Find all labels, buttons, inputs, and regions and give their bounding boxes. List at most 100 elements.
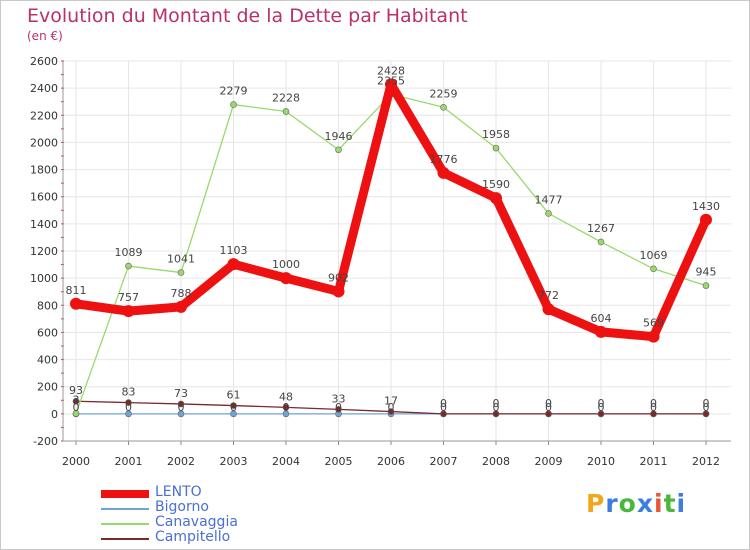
data-label-lento: 1000 <box>272 258 300 271</box>
legend-item-bigorno: Bigorno <box>101 499 341 516</box>
data-label-lento: 1776 <box>430 153 458 166</box>
data-point-bigorno <box>230 410 237 418</box>
data-point-canavaggia <box>177 269 185 276</box>
data-label-bigorno: 0 <box>73 401 80 414</box>
y-tick-label: 2200 <box>30 109 58 122</box>
data-point-lento <box>122 305 135 318</box>
data-label-lento: 902 <box>328 271 349 284</box>
legend-label: Canavaggia <box>155 514 238 530</box>
y-tick-label: 2600 <box>30 55 58 68</box>
x-tick-label: 2003 <box>220 455 248 468</box>
data-label-canavaggia: 2355 <box>377 74 405 87</box>
legend-swatch <box>101 523 149 525</box>
data-label-campitello: 93 <box>69 384 83 397</box>
data-point-campitello <box>650 410 657 418</box>
data-point-campitello <box>492 410 500 418</box>
data-label-canavaggia: 1477 <box>535 193 563 206</box>
proxiti-logo: Proxiti <box>586 489 686 518</box>
y-tick-label: 800 <box>37 299 58 312</box>
data-label-campitello: 48 <box>279 390 293 403</box>
data-label-canavaggia: 1946 <box>325 130 353 143</box>
data-label-campitello: 0 <box>703 397 710 410</box>
data-point-lento <box>595 325 607 338</box>
data-point-canavaggia <box>282 108 290 115</box>
y-tick-label: 1400 <box>30 218 58 231</box>
y-tick-label: 200 <box>37 381 58 394</box>
data-point-canavaggia <box>440 103 447 111</box>
data-label-bigorno: 0 <box>283 401 290 414</box>
data-label-bigorno: 0 <box>125 401 132 414</box>
data-point-lento <box>700 213 712 226</box>
data-point-campitello <box>440 410 447 418</box>
data-label-campitello: 0 <box>493 397 500 410</box>
data-label-bigorno: 0 <box>440 401 447 414</box>
data-label-canavaggia: 1069 <box>640 249 668 262</box>
x-tick-label: 2008 <box>482 455 510 468</box>
y-tick-label: 600 <box>37 326 58 339</box>
data-label-lento: 604 <box>591 312 612 325</box>
logo-letter: i <box>654 489 664 518</box>
data-label-canavaggia: 1267 <box>587 222 615 235</box>
data-label-lento: 2428 <box>377 64 405 77</box>
data-point-bigorno <box>177 410 185 418</box>
data-point-lento <box>490 192 502 205</box>
data-label-campitello: 61 <box>227 389 241 402</box>
data-point-canavaggia <box>597 238 605 246</box>
x-tick-label: 2000 <box>62 455 90 468</box>
x-tick-label: 2001 <box>115 455 143 468</box>
data-point-lento <box>227 258 240 271</box>
logo-letter: x <box>636 489 654 518</box>
data-label-canavaggia: 2228 <box>272 91 300 104</box>
data-label-campitello: 0 <box>545 397 552 410</box>
data-point-lento <box>385 78 397 91</box>
data-label-bigorno: 0 <box>388 401 395 414</box>
data-label-bigorno: 0 <box>545 401 552 414</box>
data-point-canavaggia <box>72 410 80 417</box>
data-point-canavaggia <box>125 262 132 270</box>
y-tick-label: 0 <box>51 408 58 421</box>
data-label-bigorno: 0 <box>650 401 657 414</box>
data-label-lento: 757 <box>118 291 139 304</box>
chart-title: Evolution du Montant de la Dette par Hab… <box>27 5 468 27</box>
y-tick-label: 1000 <box>30 272 58 285</box>
data-label-bigorno: 0 <box>335 401 342 414</box>
data-label-lento: 569 <box>643 317 664 330</box>
data-label-campitello: 33 <box>332 392 346 405</box>
data-label-bigorno: 0 <box>178 401 185 414</box>
data-label-campitello: 0 <box>598 397 605 410</box>
data-point-campitello <box>545 410 552 418</box>
y-tick-label: -200 <box>33 435 58 448</box>
logo-letter: o <box>618 489 637 518</box>
data-label-canavaggia: 3 <box>73 393 80 406</box>
data-label-canavaggia: 945 <box>696 266 717 279</box>
x-tick-label: 2009 <box>535 455 563 468</box>
data-label-canavaggia: 1958 <box>482 128 510 141</box>
data-label-lento: 1590 <box>482 178 510 191</box>
data-label-bigorno: 0 <box>230 401 237 414</box>
data-point-campitello <box>230 402 237 409</box>
data-point-bigorno <box>282 410 290 418</box>
chart-subtitle: (en €) <box>27 29 63 43</box>
data-point-lento <box>647 330 660 343</box>
data-point-lento <box>542 303 555 316</box>
x-tick-label: 2010 <box>587 455 615 468</box>
x-tick-label: 2006 <box>377 455 405 468</box>
x-tick-label: 2012 <box>692 455 720 468</box>
data-point-canavaggia <box>230 101 237 108</box>
data-point-campitello <box>282 404 290 411</box>
data-label-campitello: 0 <box>650 397 657 410</box>
data-label-campitello: 0 <box>440 397 447 410</box>
data-label-bigorno: 0 <box>703 401 710 414</box>
legend-label: LENTO <box>155 484 202 500</box>
logo-letter: P <box>586 489 606 518</box>
y-tick-label: 1800 <box>30 164 58 177</box>
data-label-lento: 772 <box>538 289 559 302</box>
data-point-lento <box>280 272 292 285</box>
data-point-campitello <box>702 410 710 418</box>
data-point-campitello <box>72 397 80 405</box>
data-label-lento: 1103 <box>220 244 248 257</box>
data-label-lento: 1430 <box>692 200 720 213</box>
legend: LENTO Bigorno Canavaggia Campitello <box>101 484 341 546</box>
x-tick-label: 2005 <box>325 455 353 468</box>
